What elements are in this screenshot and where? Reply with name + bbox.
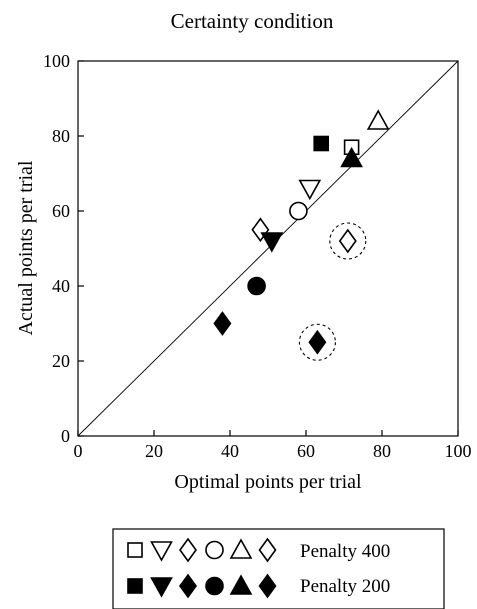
legend-label-penalty-400: Penalty 400 bbox=[300, 541, 390, 562]
x-tick-label: 60 bbox=[297, 441, 315, 461]
y-axis-label: Actual points per trial bbox=[15, 160, 37, 335]
data-points bbox=[213, 109, 390, 355]
data-point-diamond-open bbox=[338, 228, 357, 254]
legend-marker-square-filled bbox=[127, 578, 143, 594]
y-tick-label: 0 bbox=[61, 426, 70, 446]
y-tick-label: 100 bbox=[43, 51, 70, 71]
y-tick-label: 80 bbox=[52, 126, 70, 146]
data-point-triangle-down-open bbox=[298, 179, 322, 201]
legend-marker-triangle-down-open bbox=[150, 541, 173, 562]
y-tick-label: 20 bbox=[52, 351, 70, 371]
legend-marker-circle-filled bbox=[205, 576, 224, 596]
legend: Penalty 400 Penalty 200 bbox=[112, 528, 445, 609]
legend-marker-diamond-open bbox=[179, 537, 197, 563]
legend-marker-diamond-filled bbox=[179, 573, 197, 599]
x-tick-label: 20 bbox=[145, 441, 163, 461]
x-tick-label: 80 bbox=[373, 441, 391, 461]
legend-markers bbox=[127, 537, 277, 599]
legend-marker-diamond-open bbox=[258, 537, 277, 563]
legend-marker-triangle-down-filled bbox=[150, 577, 173, 598]
x-axis-label: Optimal points per trial bbox=[174, 471, 362, 493]
legend-box bbox=[112, 528, 445, 609]
highlight-circles bbox=[298, 222, 367, 361]
data-point-circle-filled bbox=[247, 276, 266, 296]
legend-marker-triangle-up-open bbox=[229, 538, 253, 559]
data-point-square-filled bbox=[313, 135, 330, 152]
data-point-diamond-filled bbox=[213, 311, 232, 336]
legend-marker-diamond-filled bbox=[258, 573, 277, 599]
x-tick-label: 0 bbox=[74, 441, 83, 461]
highlight-circle bbox=[329, 222, 367, 260]
x-axis: 0 20 40 60 80 100 bbox=[74, 430, 472, 461]
identity-line bbox=[77, 60, 459, 437]
data-point-circle-open bbox=[289, 201, 308, 221]
x-tick-label: 100 bbox=[445, 441, 472, 461]
y-tick-label: 40 bbox=[52, 276, 70, 296]
data-point-triangle-down-filled bbox=[260, 232, 284, 253]
legend-marker-square-open bbox=[127, 542, 143, 558]
y-tick-label: 60 bbox=[52, 201, 70, 221]
legend-label-penalty-200: Penalty 200 bbox=[300, 576, 390, 597]
data-point-diamond-filled bbox=[308, 329, 327, 355]
legend-marker-triangle-up-filled bbox=[229, 574, 253, 595]
plot-frame bbox=[77, 60, 459, 437]
data-point-triangle-up-filled bbox=[340, 146, 363, 168]
y-axis: 0 20 40 60 80 100 bbox=[43, 51, 84, 446]
highlight-circle bbox=[298, 323, 336, 361]
chart-title: Certainty condition bbox=[171, 9, 334, 33]
data-point-triangle-up-open bbox=[366, 109, 390, 130]
x-tick-label: 40 bbox=[221, 441, 239, 461]
legend-marker-circle-open bbox=[205, 540, 224, 560]
